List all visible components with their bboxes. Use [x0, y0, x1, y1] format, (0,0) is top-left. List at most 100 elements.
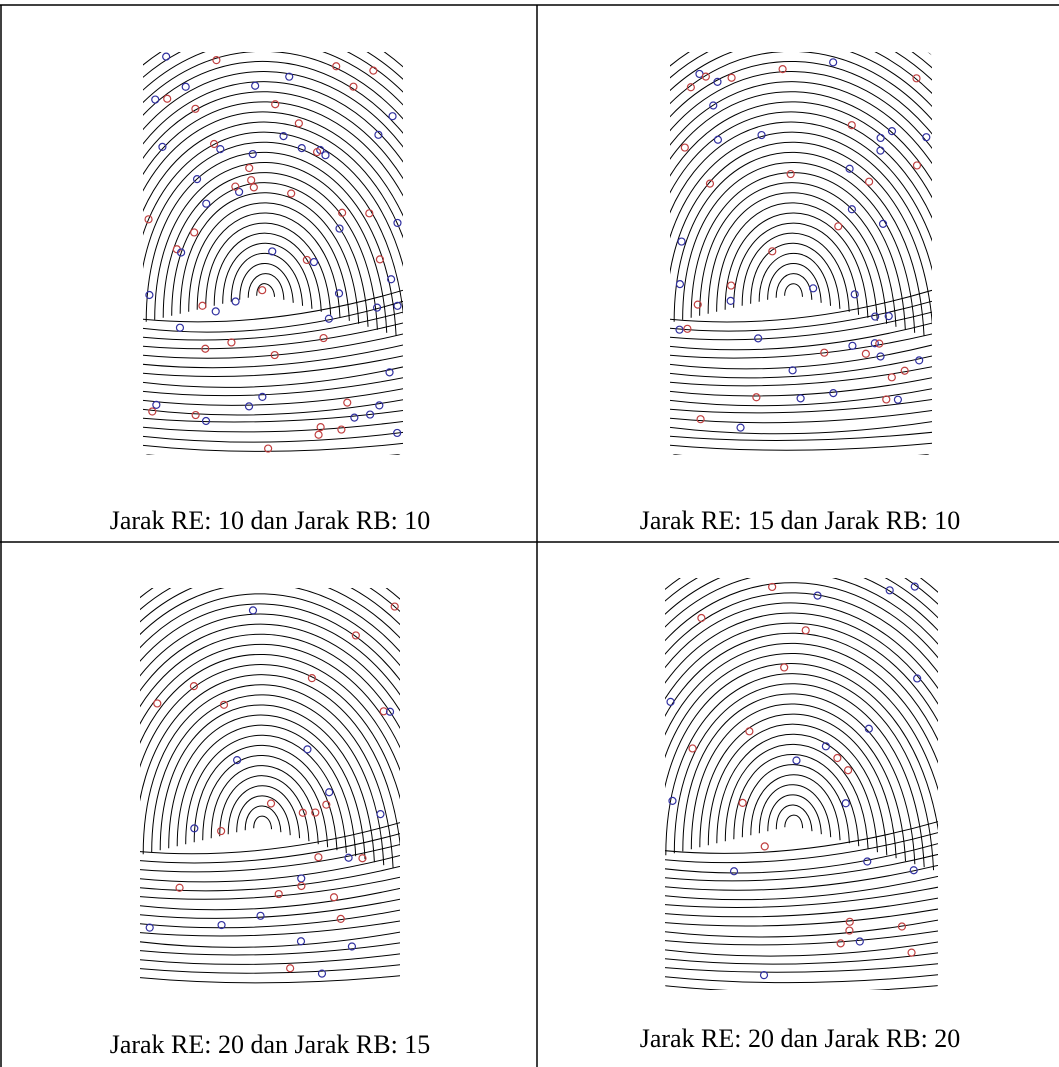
fingerprint	[0, 513, 552, 993]
minutia-marker	[739, 799, 746, 806]
minutia-marker	[272, 101, 279, 108]
minutia-marker	[727, 297, 734, 304]
ridge	[547, 532, 1059, 912]
minutia-marker	[851, 291, 858, 298]
minutia-marker	[856, 938, 863, 945]
ridge	[135, 942, 405, 955]
ridge	[160, 705, 374, 862]
minutia-marker	[908, 949, 915, 956]
minutia-marker	[250, 184, 257, 191]
ridge	[135, 964, 405, 973]
fingerprint	[2, 0, 555, 461]
ridge	[211, 766, 318, 845]
ridge	[254, 816, 272, 829]
ridge	[138, 388, 408, 406]
fingerprint	[530, 0, 1059, 460]
ridge	[665, 443, 937, 450]
ridge	[67, 594, 478, 895]
minutia-marker	[737, 424, 744, 431]
ridge	[36, 21, 518, 375]
minutia-marker	[872, 313, 879, 320]
ridge	[177, 725, 356, 856]
minutia-marker	[676, 281, 683, 288]
minutia-marker	[325, 315, 332, 322]
ridge	[683, 694, 915, 864]
minutia-marker	[888, 374, 895, 381]
ridge	[665, 454, 937, 461]
ridge	[759, 253, 830, 305]
ridge	[708, 724, 887, 855]
minutia-marker	[830, 390, 837, 397]
ridge	[660, 985, 943, 992]
minutia-marker	[849, 342, 856, 349]
minutia-marker	[257, 912, 264, 919]
minutia-marker	[846, 918, 853, 925]
minutia-marker	[146, 924, 153, 931]
minutia-marker	[787, 171, 794, 178]
ridge	[660, 831, 943, 862]
minutia-marker	[781, 664, 788, 671]
minutia-marker	[326, 789, 333, 796]
minutia-marker	[876, 340, 883, 347]
minutia-marker	[287, 965, 294, 972]
ridge	[691, 173, 905, 330]
ridge	[50, 574, 496, 902]
minutia-marker	[176, 324, 183, 331]
ridge	[152, 695, 384, 865]
ridge	[665, 344, 937, 369]
ridge	[660, 930, 943, 945]
minutia-marker	[370, 67, 377, 74]
ridge	[564, 21, 1046, 375]
minutia-marker	[837, 940, 844, 947]
ridge	[228, 786, 299, 838]
ridge	[7, 523, 543, 916]
ridge	[138, 454, 408, 461]
ridge	[186, 735, 347, 853]
minutia-marker	[275, 891, 282, 898]
ridge	[189, 203, 350, 321]
minutia-marker	[212, 308, 219, 315]
minutia-marker	[866, 178, 873, 185]
page: Jarak RE: 10 dan Jarak RB: 10 Jarak RE: …	[0, 0, 1059, 1067]
ridge	[135, 975, 405, 983]
minutia-marker	[681, 144, 688, 151]
minutia-marker	[689, 745, 696, 752]
ridge	[776, 805, 812, 831]
minutia-marker	[669, 797, 676, 804]
ridge	[660, 974, 943, 982]
minutia-marker	[923, 134, 930, 141]
minutia-marker	[218, 828, 225, 835]
minutia-marker	[376, 402, 383, 409]
ridge	[78, 72, 471, 360]
minutia-marker	[182, 83, 189, 90]
minutia-marker	[797, 395, 804, 402]
minutia-marker	[877, 147, 884, 154]
ridge	[138, 432, 408, 442]
ridge	[138, 421, 408, 432]
ridge	[785, 284, 803, 297]
minutia-marker	[793, 757, 800, 764]
minutia-marker	[769, 583, 776, 590]
ridge	[581, 41, 1027, 369]
minutia-marker	[714, 136, 721, 143]
caption: Jarak RE: 20 dan Jarak RB: 20	[640, 1024, 961, 1054]
ridge	[245, 806, 281, 832]
ridge	[58, 584, 486, 898]
minutia-marker	[304, 746, 311, 753]
ridge	[138, 443, 408, 452]
ridge	[581, 573, 1027, 901]
ridge	[606, 72, 999, 360]
minutia-marker	[249, 607, 256, 614]
minutia-marker	[288, 190, 295, 197]
minutia-marker	[728, 282, 735, 289]
ridge	[742, 233, 849, 312]
minutia-marker	[164, 95, 171, 102]
minutia-marker	[252, 82, 259, 89]
ridge	[135, 986, 405, 993]
ridge	[16, 533, 534, 913]
minutia-marker	[913, 75, 920, 82]
minutia-marker	[760, 972, 767, 979]
minutia-marker	[336, 290, 343, 297]
ridge	[155, 162, 387, 332]
minutia-marker	[149, 408, 156, 415]
